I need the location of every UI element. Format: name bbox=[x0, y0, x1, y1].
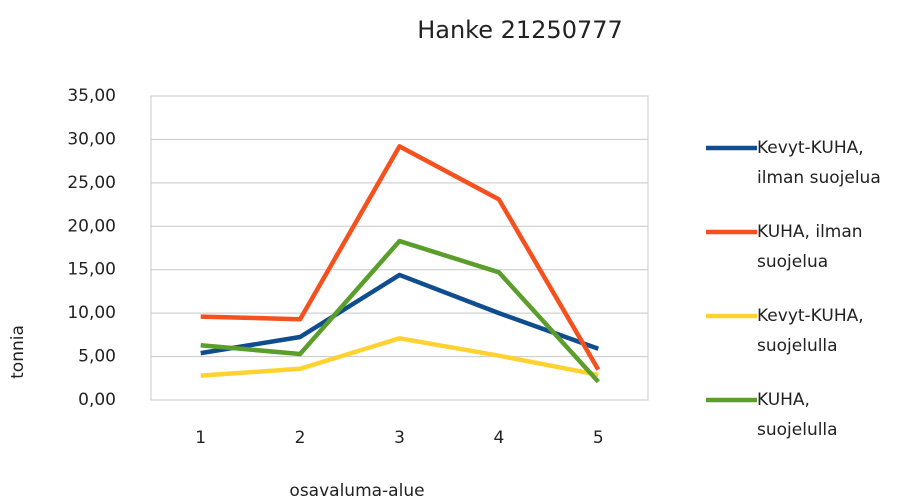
y-tick-label: 10,00 bbox=[67, 303, 116, 323]
legend-label: KUHA, ilman suojelua bbox=[757, 222, 863, 272]
line-series bbox=[200, 336, 599, 378]
x-tick-label: 3 bbox=[394, 428, 405, 448]
x-tick-label: 4 bbox=[493, 428, 504, 448]
y-tick-label: 20,00 bbox=[67, 216, 116, 236]
x-tick-label: 2 bbox=[295, 428, 306, 448]
y-tick-label: 15,00 bbox=[67, 260, 116, 280]
legend-label: KUHA, suojelulla bbox=[757, 390, 838, 440]
y-tick-label: 0,00 bbox=[78, 390, 116, 410]
x-tick-label: 1 bbox=[195, 428, 206, 448]
line-series bbox=[200, 272, 600, 356]
x-tick-label: 5 bbox=[593, 428, 604, 448]
legend-label: Kevyt-KUHA, suojelulla bbox=[757, 306, 864, 356]
y-axis-title: tonnia bbox=[8, 325, 28, 379]
y-tick-label: 25,00 bbox=[67, 173, 116, 193]
y-tick-label: 30,00 bbox=[67, 129, 116, 149]
x-axis-title: osavaluma-alue bbox=[289, 481, 424, 500]
legend-label: Kevyt-KUHA, ilman suojelua bbox=[757, 138, 881, 188]
line-series bbox=[200, 144, 601, 371]
chart-title: Hanke 21250777 bbox=[417, 16, 623, 44]
plot-border bbox=[150, 95, 649, 401]
y-tick-label: 35,00 bbox=[67, 86, 116, 106]
line-series bbox=[200, 238, 600, 384]
y-tick-label: 5,00 bbox=[78, 347, 116, 367]
